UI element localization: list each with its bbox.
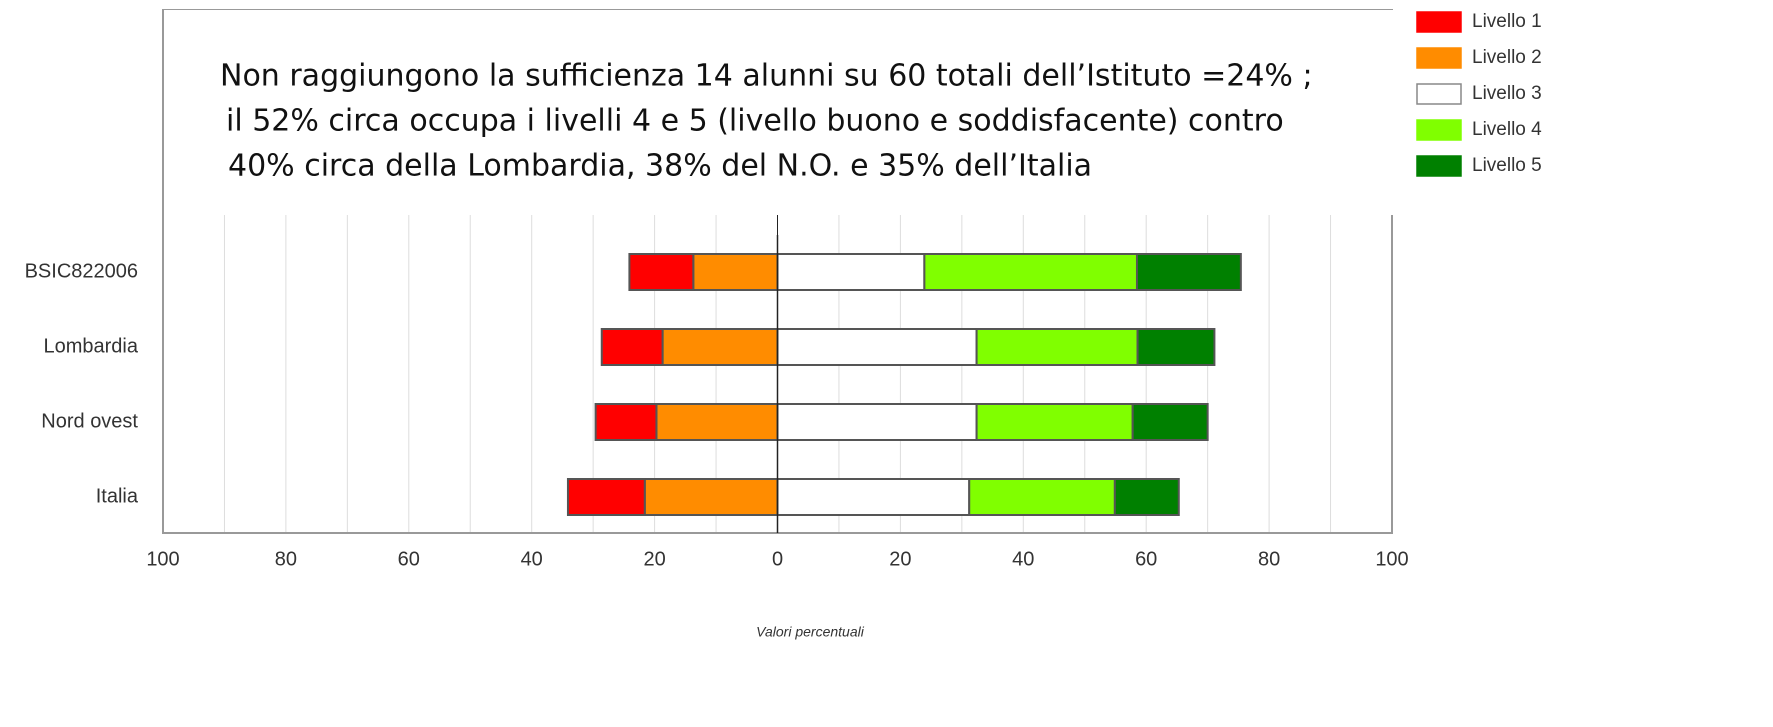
bar-segment (975, 328, 1139, 366)
bar-segment (923, 253, 1138, 291)
annotation-box (163, 10, 1395, 215)
annotation-text: Non raggiungono la sufficienza 14 alunni… (220, 59, 1313, 94)
bar-segment (776, 403, 978, 441)
bar-segment (628, 253, 695, 291)
x-tick-label: 0 (772, 548, 783, 570)
bar-segment (661, 328, 779, 366)
bar-segment (600, 328, 664, 366)
x-tick-label: 20 (889, 548, 911, 570)
legend-label: Livello 4 (1472, 119, 1542, 140)
bar-segment (655, 403, 779, 441)
bar-segment (692, 253, 779, 291)
bar-segment (1131, 403, 1209, 441)
bar-segment (975, 403, 1134, 441)
annotation-text: 40% circa della Lombardia, 38% del N.O. … (228, 149, 1092, 184)
legend-swatch (1416, 119, 1462, 141)
legend-swatch (1416, 47, 1462, 69)
legend-swatch (1416, 83, 1462, 105)
x-tick-label: 100 (1375, 548, 1408, 570)
x-tick-label: 60 (1135, 548, 1157, 570)
x-tick-label: 60 (398, 548, 420, 570)
bar-segment (968, 478, 1116, 516)
legend-label: Livello 2 (1472, 47, 1542, 68)
x-tick-label: 100 (146, 548, 179, 570)
bar-segment (594, 403, 658, 441)
x-tick-label: 40 (521, 548, 543, 570)
x-tick-label: 80 (1258, 548, 1280, 570)
y-tick-label: Lombardia (43, 335, 138, 357)
bar-segment (1113, 478, 1180, 516)
y-tick-label: Nord ovest (41, 410, 138, 432)
legend-label: Livello 5 (1472, 155, 1542, 176)
bar-segment (1136, 328, 1216, 366)
bar-segment (776, 328, 978, 366)
y-tick-label: Italia (96, 485, 139, 507)
legend-label: Livello 3 (1472, 83, 1542, 104)
bar-segment (776, 253, 926, 291)
legend-label: Livello 1 (1472, 11, 1542, 32)
bar-segment (643, 478, 779, 516)
annotation-text: il 52% circa occupa i livelli 4 e 5 (liv… (226, 104, 1284, 139)
y-tick-label: BSIC822006 (25, 260, 138, 282)
legend-swatch (1416, 11, 1462, 33)
x-tick-label: 40 (1012, 548, 1034, 570)
bar-segment (776, 478, 971, 516)
x-axis-label: Valori percentuali (756, 624, 865, 640)
x-tick-label: 80 (275, 548, 297, 570)
bar-segment (566, 478, 646, 516)
legend-swatch (1416, 155, 1462, 177)
x-tick-label: 20 (643, 548, 665, 570)
bar-segment (1135, 253, 1242, 291)
